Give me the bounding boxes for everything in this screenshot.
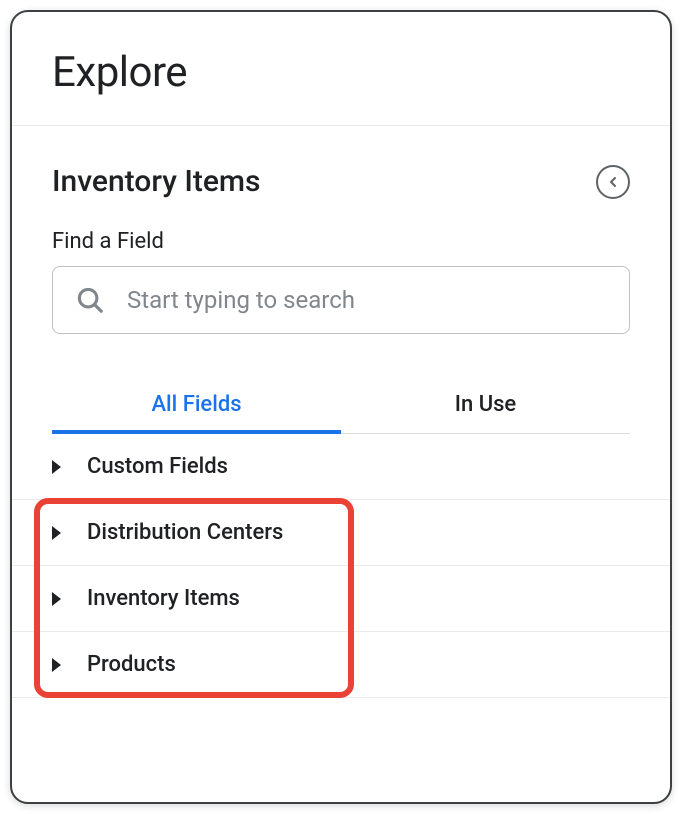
section-header-row: Inventory Items [52,164,630,199]
search-input[interactable] [127,286,607,314]
search-box[interactable] [52,266,630,334]
page-title: Explore [52,48,630,97]
tab-in-use[interactable]: In Use [341,378,630,433]
field-label: Inventory Items [87,586,240,611]
field-label: Products [87,652,176,677]
inventory-section: Inventory Items Find a Field All Fields … [12,126,670,434]
field-item-custom-fields[interactable]: Custom Fields [12,434,670,500]
panel-header: Explore [12,12,670,126]
tab-label: In Use [455,392,516,417]
caret-right-icon [52,460,61,474]
caret-right-icon [52,658,61,672]
tab-label: All Fields [151,392,241,417]
field-label: Distribution Centers [87,520,283,545]
caret-right-icon [52,526,61,540]
tab-all-fields[interactable]: All Fields [52,378,341,433]
field-item-inventory-items[interactable]: Inventory Items [12,566,670,632]
field-item-distribution-centers[interactable]: Distribution Centers [12,500,670,566]
tabs: All Fields In Use [52,378,630,434]
section-title: Inventory Items [52,164,260,199]
field-item-products[interactable]: Products [12,632,670,698]
search-icon [75,285,105,315]
find-field-label: Find a Field [52,229,630,254]
explore-panel: Explore Inventory Items Find a Field All… [10,10,672,804]
caret-right-icon [52,592,61,606]
field-list: Custom Fields Distribution Centers Inven… [12,434,670,698]
chevron-left-icon [605,174,621,190]
field-label: Custom Fields [87,454,228,479]
collapse-button[interactable] [596,165,630,199]
